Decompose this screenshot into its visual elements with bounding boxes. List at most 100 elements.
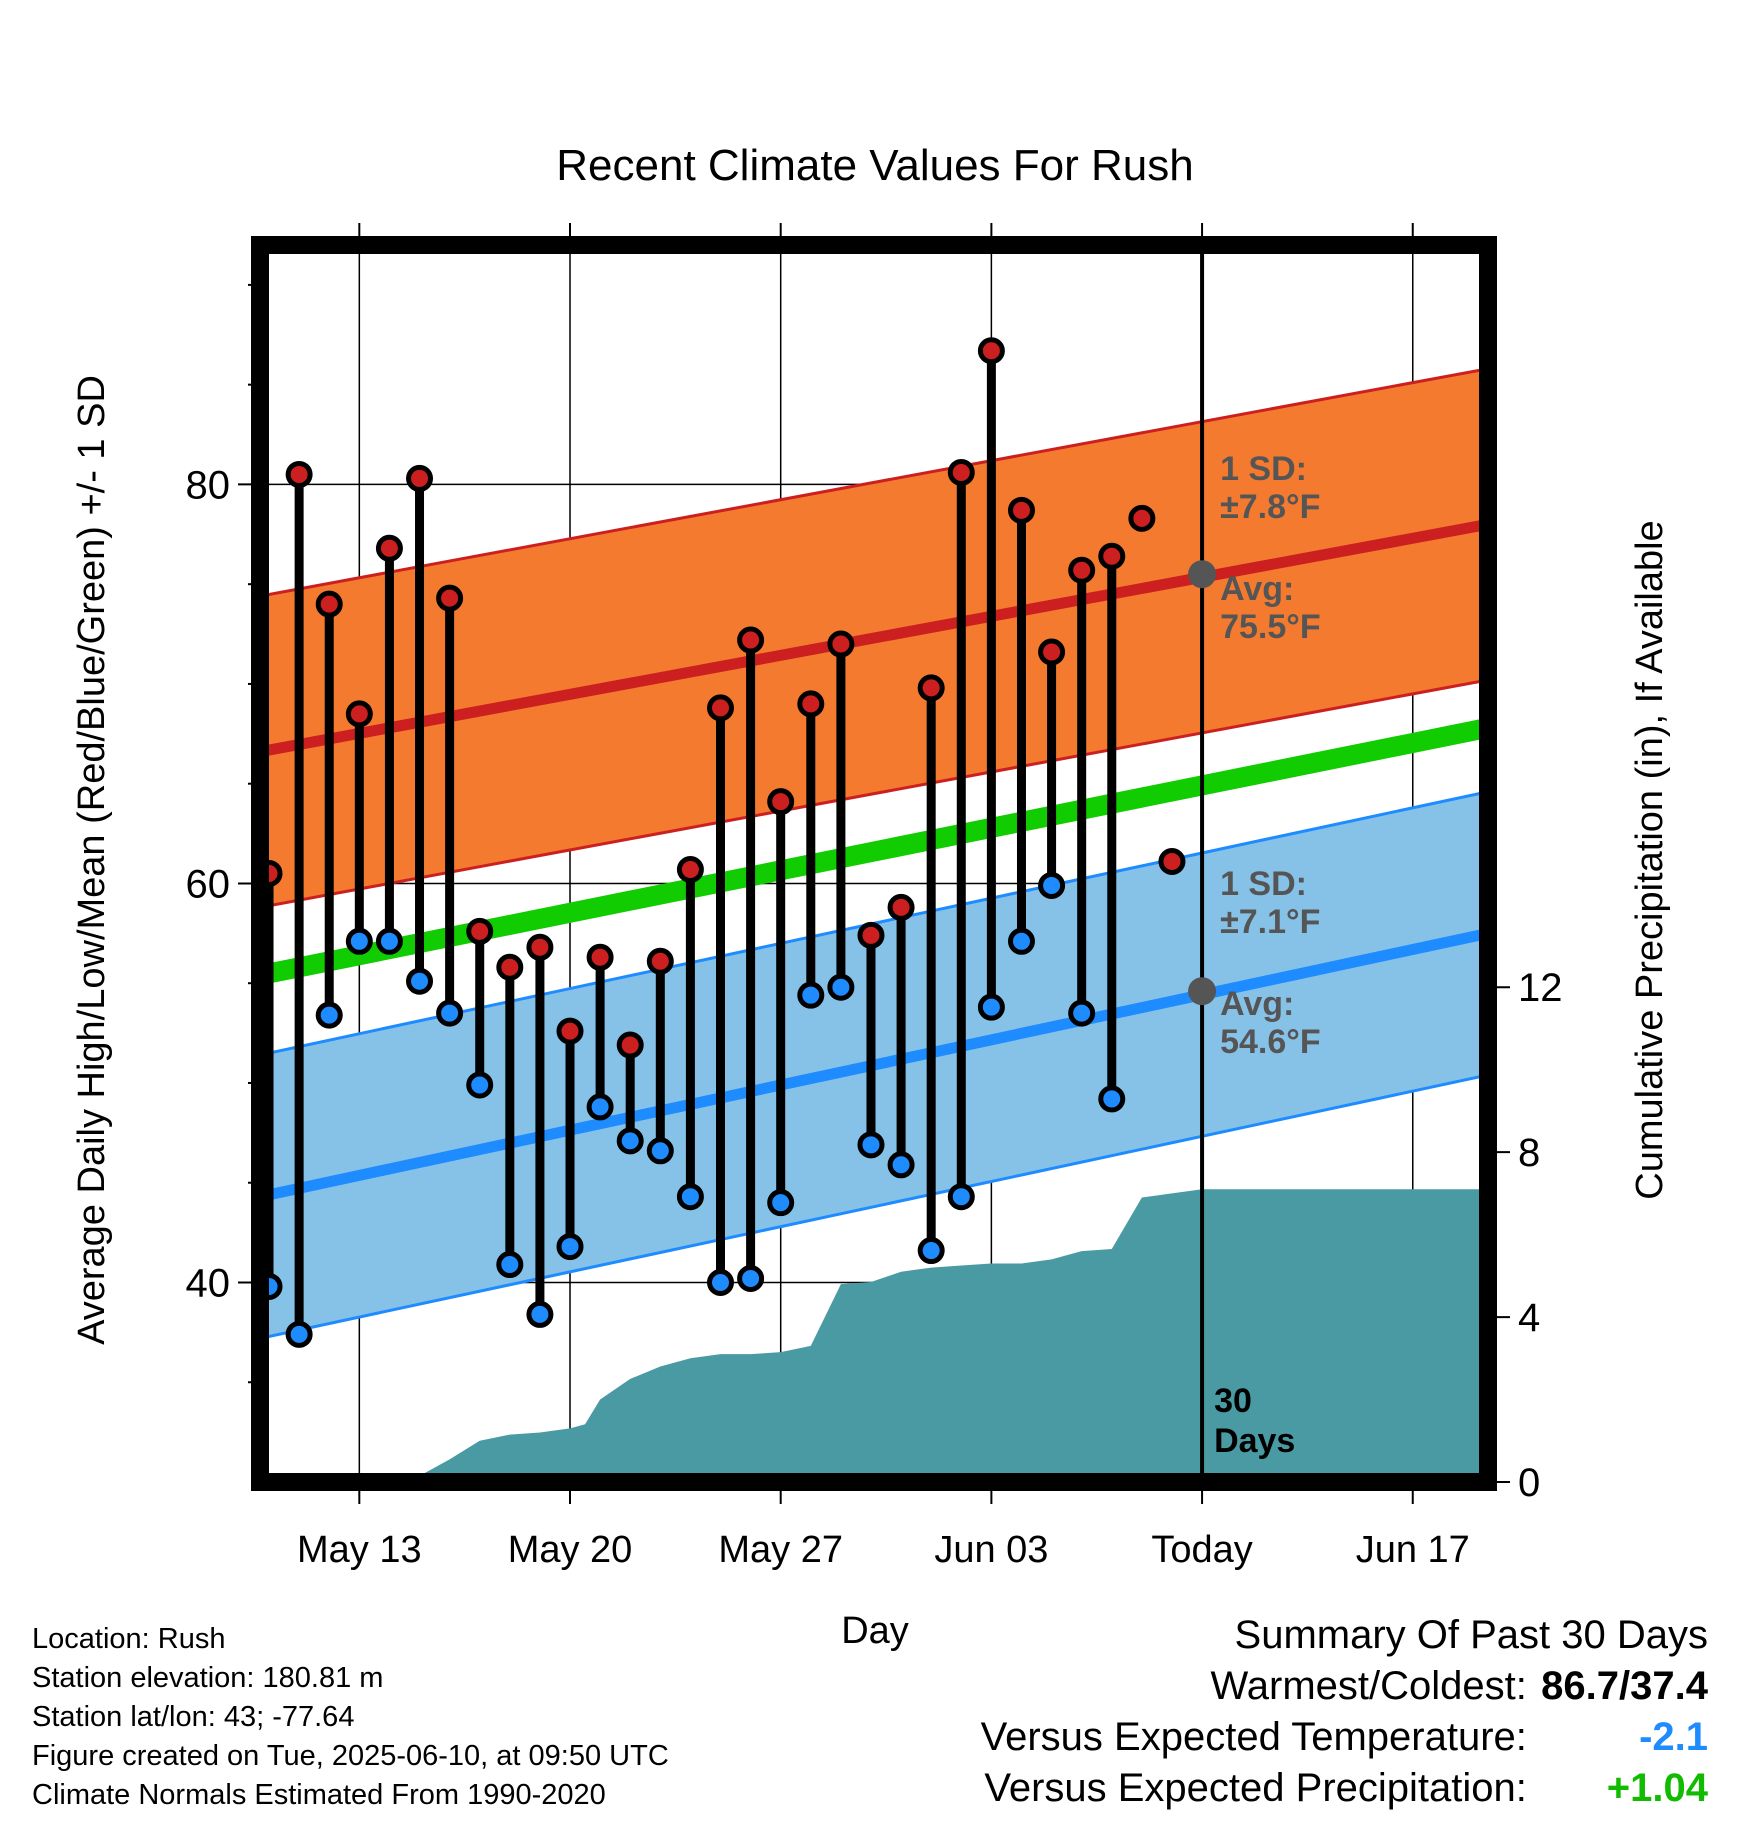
daily-low-point bbox=[526, 1300, 554, 1328]
daily-low-point bbox=[586, 1093, 614, 1121]
daily-low-point bbox=[827, 973, 855, 1001]
summary-warm-cold: Warmest/Coldest: 86.7/37.4 bbox=[981, 1661, 1709, 1712]
daily-high-point bbox=[1007, 496, 1035, 524]
daily-low-point bbox=[767, 1189, 795, 1217]
daily-high-point bbox=[466, 917, 494, 945]
daily-high-point bbox=[1158, 848, 1186, 876]
daily-low-point bbox=[857, 1131, 885, 1159]
y-axis-label-right: Cumulative Precipitation (in), If Availa… bbox=[1629, 520, 1671, 1199]
daily-high-point bbox=[947, 458, 975, 486]
y-tick-label-right: 8 bbox=[1518, 1131, 1540, 1175]
daily-high-point bbox=[375, 534, 403, 562]
daily-high-point bbox=[707, 694, 734, 722]
daily-low-point bbox=[436, 999, 464, 1027]
annotation-label: Avg: bbox=[1220, 570, 1294, 608]
annotation-value: 75.5°F bbox=[1220, 608, 1321, 646]
y-tick-label-left: 40 bbox=[186, 1261, 231, 1305]
annotation-value: 54.6°F bbox=[1220, 1023, 1321, 1061]
y-tick-label-right: 0 bbox=[1518, 1461, 1540, 1505]
temp-label: Versus Expected Temperature: bbox=[980, 1715, 1527, 1759]
elevation-text: Station elevation: 180.81 m bbox=[32, 1662, 384, 1694]
daily-low-point bbox=[345, 927, 373, 955]
daily-high-point bbox=[436, 584, 464, 612]
daily-low-point bbox=[676, 1183, 704, 1211]
daily-low-point bbox=[917, 1237, 945, 1265]
daily-high-point bbox=[676, 855, 704, 883]
annotation-label: 1 SD: bbox=[1220, 865, 1307, 903]
daily-low-point bbox=[466, 1071, 494, 1099]
created-text: Figure created on Tue, 2025-06-10, at 09… bbox=[32, 1740, 669, 1772]
x-axis-label: Day bbox=[841, 1610, 909, 1652]
daily-low-point bbox=[977, 993, 1005, 1021]
daily-high-point bbox=[1038, 638, 1066, 666]
precip-label: Versus Expected Precipitation: bbox=[984, 1766, 1527, 1810]
daily-high-point bbox=[556, 1017, 584, 1045]
daily-high-point bbox=[1068, 556, 1096, 584]
daily-low-point bbox=[1007, 927, 1035, 955]
daily-high-point bbox=[406, 464, 434, 492]
annotation-label: 1 SD: bbox=[1220, 450, 1307, 488]
daily-high-point bbox=[315, 590, 343, 618]
daily-high-point bbox=[526, 933, 554, 961]
daily-high-point bbox=[887, 893, 915, 921]
daily-high-point bbox=[827, 630, 855, 658]
warm-cold-label: Warmest/Coldest: bbox=[1210, 1664, 1527, 1708]
daily-low-point bbox=[737, 1264, 765, 1292]
daily-low-point bbox=[285, 1320, 313, 1348]
daily-low-point bbox=[496, 1251, 524, 1279]
daily-low-point bbox=[616, 1127, 644, 1155]
daily-low-point bbox=[1068, 999, 1096, 1027]
mean-normal-line bbox=[260, 718, 1488, 986]
daily-high-point bbox=[737, 626, 765, 654]
daily-low-point bbox=[315, 1001, 343, 1029]
summary-title: Summary Of Past 30 Days bbox=[1234, 1613, 1708, 1657]
daily-low-point bbox=[947, 1183, 975, 1211]
daily-high-point bbox=[496, 953, 524, 981]
y-axis-label-left: Average Daily High/Low/Mean (Red/Blue/Gr… bbox=[71, 375, 113, 1345]
annotation-value: ±7.8°F bbox=[1220, 488, 1320, 526]
days-window-label: 30 bbox=[1214, 1382, 1252, 1420]
summary-precip: Versus Expected Precipitation: +1.04 bbox=[981, 1763, 1708, 1814]
high-normal-today-marker bbox=[1188, 560, 1217, 589]
station-info: Location: Rush Station elevation: 180.81… bbox=[32, 1620, 669, 1815]
normals-text: Climate Normals Estimated From 1990-2020 bbox=[32, 1779, 606, 1811]
daily-low-point bbox=[1098, 1085, 1126, 1113]
summary-temp: Versus Expected Temperature: -2.1 bbox=[981, 1712, 1708, 1763]
y-tick-label-left: 60 bbox=[186, 862, 231, 906]
summary-panel: Summary Of Past 30 Days Warmest/Coldest:… bbox=[981, 1610, 1708, 1814]
latlon-text: Station lat/lon: 43; -77.64 bbox=[32, 1701, 355, 1733]
high-normal-line bbox=[260, 518, 1488, 758]
location-text: Location: Rush bbox=[32, 1623, 226, 1655]
daily-high-point bbox=[857, 921, 885, 949]
daily-high-point bbox=[1128, 504, 1156, 532]
chart-title: Recent Climate Values For Rush bbox=[556, 141, 1193, 190]
plot-frame bbox=[251, 236, 1497, 1491]
high-sd-band-lower-edge bbox=[260, 678, 1488, 909]
low-normal-today-marker bbox=[1188, 977, 1217, 1006]
daily-low-point bbox=[887, 1151, 915, 1179]
y-tick-label-left: 80 bbox=[186, 463, 231, 507]
y-tick-label-right: 4 bbox=[1518, 1296, 1540, 1340]
precipitation-area bbox=[269, 1189, 1488, 1482]
daily-high-point bbox=[917, 674, 945, 702]
low-sd-band-lower-edge bbox=[260, 1073, 1488, 1340]
x-tick-label: Jun 03 bbox=[934, 1529, 1048, 1571]
daily-low-point bbox=[797, 981, 825, 1009]
daily-high-point bbox=[797, 690, 825, 718]
daily-low-point bbox=[646, 1137, 674, 1165]
daily-high-point bbox=[616, 1031, 644, 1059]
daily-high-point bbox=[646, 947, 674, 975]
daily-low-point bbox=[375, 927, 403, 955]
x-tick-label: May 20 bbox=[508, 1529, 633, 1571]
x-tick-label: May 13 bbox=[297, 1529, 422, 1571]
daily-high-point bbox=[977, 337, 1005, 365]
daily-high-point bbox=[345, 700, 373, 728]
daily-high-point bbox=[285, 460, 313, 488]
x-tick-label: Today bbox=[1151, 1529, 1252, 1571]
daily-low-point bbox=[406, 967, 434, 995]
daily-high-point bbox=[586, 943, 614, 971]
plot-content bbox=[260, 245, 1488, 1482]
daily-low-point bbox=[556, 1233, 584, 1261]
